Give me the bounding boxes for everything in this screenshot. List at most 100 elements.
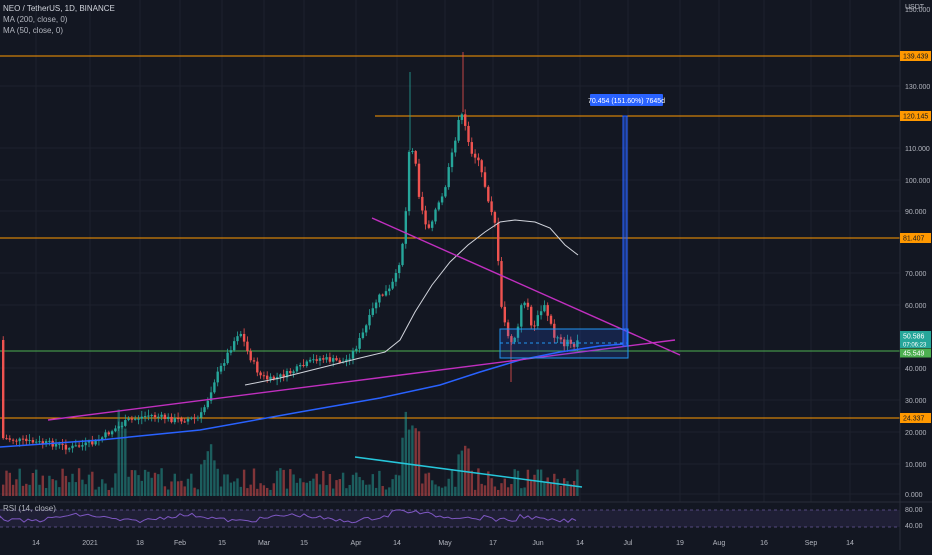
candle-body [252, 360, 256, 362]
time-axis[interactable]: 14 2021 18 Feb 15 Mar 15 Apr 14 May 17 Jun 14 Jul 19 Au… [32, 540, 854, 547]
volume-bar [242, 469, 246, 496]
ma50-line [244, 219, 579, 386]
time-tick: Jun [532, 540, 543, 547]
volume-bar [378, 470, 381, 496]
volume-bar [381, 485, 384, 496]
candle-body [279, 374, 282, 378]
volume-bar [299, 478, 302, 496]
volume-bar [292, 474, 295, 496]
volume-bar [384, 489, 388, 496]
candle-body [437, 202, 440, 210]
candle-body [21, 438, 25, 440]
price-level-labels: 139.439 120.145 81.407 50.586 07:06:23 45.549… [900, 51, 931, 423]
rsi-line [0, 509, 577, 524]
volume-bar [398, 475, 401, 496]
candle-body [64, 444, 68, 450]
candle-body [147, 415, 150, 417]
candle-body [242, 333, 246, 342]
price-level-label: 120.145 [903, 114, 928, 121]
candle-body [318, 358, 322, 361]
price-level-label: 139.439 [903, 54, 928, 61]
volume-bar [424, 473, 427, 496]
rsi-legend[interactable]: RSI (14, close) [3, 504, 56, 513]
candle-body [358, 338, 361, 349]
candle-body [239, 333, 242, 337]
price-level-label: 24.337 [903, 416, 925, 423]
volume-bar [407, 429, 411, 496]
volume-bar [236, 478, 239, 496]
candle-body [137, 418, 140, 420]
volume-bar [190, 473, 193, 496]
volume-bar [312, 478, 315, 496]
candle-body [434, 209, 437, 222]
volume-bar [368, 484, 371, 496]
volume-bar [506, 487, 510, 496]
volume-bar [295, 482, 299, 496]
volume-bar [203, 459, 206, 496]
consolidation-box[interactable] [499, 328, 629, 359]
candle-body [417, 163, 421, 197]
candle-body [325, 357, 328, 360]
candle-body [305, 361, 308, 367]
volume-trendline[interactable] [354, 456, 583, 488]
candle-body [536, 315, 539, 327]
volume-bar [170, 481, 173, 496]
volume-bar [444, 486, 447, 496]
volume-bar [302, 482, 305, 496]
candle-body [180, 418, 183, 422]
candle-body [477, 157, 480, 161]
volume-bar [549, 483, 553, 496]
candle-body [361, 332, 365, 339]
candle-body [285, 370, 289, 378]
volume-bar [31, 472, 35, 496]
volume-bar [209, 444, 213, 496]
measure-bar[interactable] [622, 115, 628, 347]
price-label-bg [900, 111, 931, 121]
candle-body [226, 352, 229, 364]
volume-bar [526, 469, 530, 496]
upper-trendline[interactable] [371, 217, 681, 356]
candle-body [107, 432, 110, 435]
volume-bar [454, 486, 457, 496]
volume-bar [325, 485, 328, 496]
volume-bar [335, 480, 338, 496]
candle-body [289, 370, 292, 374]
candle-body [464, 114, 467, 126]
volume-bar [355, 472, 358, 496]
ma200-legend[interactable]: MA (200, close, 0) [3, 15, 68, 24]
candle-body [249, 351, 252, 361]
candle-body [454, 140, 457, 153]
volume-bar [365, 484, 368, 496]
volume-bar [559, 485, 563, 496]
candle-body [223, 363, 226, 366]
volume-bar [533, 474, 536, 496]
symbol-title[interactable]: NEO / TetherUS, 1D, BINANCE [3, 4, 115, 13]
time-tick: Jul [624, 540, 633, 547]
time-tick: Apr [351, 540, 363, 547]
horizontal-levels[interactable] [0, 55, 900, 419]
price-axis[interactable]: 150.000 130.000 110.000 100.000 90.000 70.000… [905, 7, 930, 499]
time-tick: 14 [393, 540, 401, 547]
candle-body [203, 407, 206, 413]
volume-bar [130, 470, 134, 496]
candle-body [94, 440, 97, 445]
volume-bar [328, 473, 332, 496]
volume-bar [239, 486, 242, 496]
candle-body [91, 441, 94, 445]
candle-body [11, 439, 15, 441]
candle-body [157, 416, 160, 418]
ma50-legend[interactable]: MA (50, close, 0) [3, 26, 63, 35]
volume-bar [91, 471, 94, 496]
candle-body [516, 326, 520, 338]
volume-bar [5, 470, 8, 496]
lower-trendline[interactable] [47, 339, 676, 421]
volume-bar [2, 484, 5, 496]
volume-bar [341, 472, 345, 496]
volume-bar [536, 469, 539, 496]
volume-bar [493, 486, 497, 496]
candle-body [308, 359, 312, 362]
candle-body [513, 337, 516, 343]
time-tick: 17 [489, 540, 497, 547]
